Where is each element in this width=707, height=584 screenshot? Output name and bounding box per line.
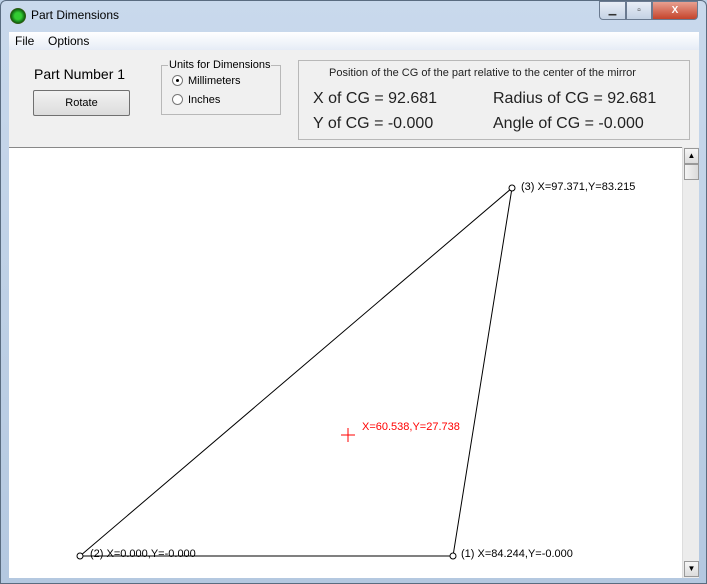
scroll-thumb[interactable] [684,164,699,180]
point-1-marker [449,552,457,560]
window-title: Part Dimensions [31,8,120,22]
point-2-marker [76,552,84,560]
scroll-up-button[interactable]: ▲ [684,148,699,164]
x-of-cg: X of CG = 92.681 [313,90,438,107]
cg-label: X=60.538,Y=27.738 [362,421,460,433]
radio-selected-icon [172,75,183,86]
menu-options[interactable]: Options [48,34,90,48]
vertical-scrollbar[interactable]: ▲ ▼ [682,147,699,578]
point-3-marker [508,184,516,192]
cg-group: Position of the CG of the part relative … [298,60,690,140]
close-button[interactable]: X [652,1,698,20]
cg-heading: Position of the CG of the part relative … [329,67,636,79]
radio-unselected-icon [172,94,183,105]
scroll-down-button[interactable]: ▼ [684,561,699,577]
part-drawing: (1) X=84.244,Y=-0.000 (2) X=0.000,Y=-0.0… [76,181,635,560]
title-bar: Part Dimensions ▁ ▫ X [1,1,706,31]
radio-inches[interactable]: Inches [172,94,220,106]
units-group-label: Units for Dimensions [168,59,272,71]
units-group: Units for Dimensions Millimeters Inches [161,59,281,115]
radio-millimeters[interactable]: Millimeters [172,75,241,87]
angle-of-cg: Angle of CG = -0.000 [493,115,644,132]
part-outline [78,186,513,557]
menu-file[interactable]: File [15,34,35,48]
maximize-button[interactable]: ▫ [626,1,652,20]
drawing-canvas[interactable]: (1) X=84.244,Y=-0.000 (2) X=0.000,Y=-0.0… [9,147,682,578]
rotate-button[interactable]: Rotate [33,90,130,116]
point-3-label: (3) X=97.371,Y=83.215 [521,181,635,193]
cg-crosshair-icon [341,428,355,442]
menu-bar: File Options [9,32,699,50]
control-panel: Part Number 1 Rotate Units for Dimension… [9,50,699,147]
point-1-label: (1) X=84.244,Y=-0.000 [461,548,573,560]
part-number-label: Part Number 1 [34,66,126,82]
radius-of-cg: Radius of CG = 92.681 [493,90,657,107]
y-of-cg: Y of CG = -0.000 [313,115,434,132]
app-icon [10,8,26,24]
point-2-label: (2) X=0.000,Y=-0.000 [90,548,196,560]
minimize-button[interactable]: ▁ [599,1,626,20]
